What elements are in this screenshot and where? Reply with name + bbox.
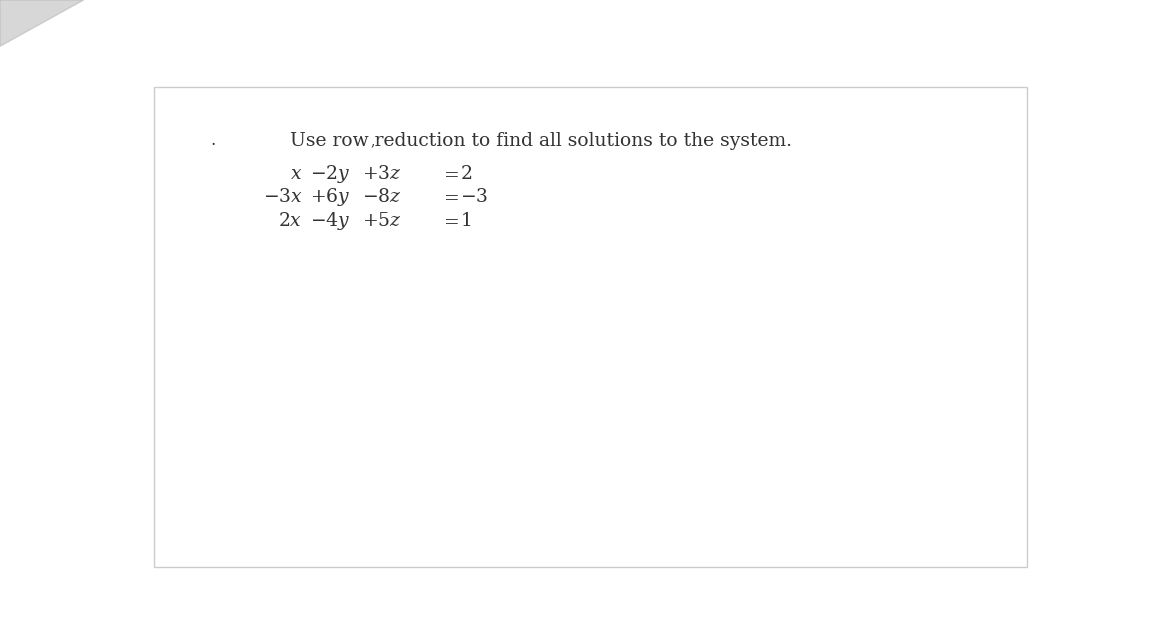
- Text: $2$: $2$: [460, 165, 473, 183]
- Text: ,: ,: [370, 134, 375, 149]
- Text: $=$: $=$: [440, 212, 460, 230]
- Text: $-2y$: $-2y$: [310, 163, 351, 185]
- Text: $=$: $=$: [440, 188, 460, 206]
- Polygon shape: [0, 0, 84, 46]
- Text: Use row reduction to find all solutions to the system.: Use row reduction to find all solutions …: [290, 132, 792, 150]
- Text: $+5z$: $+5z$: [362, 212, 402, 230]
- Text: $1$: $1$: [460, 212, 471, 230]
- Text: .: .: [210, 132, 215, 149]
- Text: $-3$: $-3$: [460, 188, 489, 206]
- Text: $2x$: $2x$: [279, 212, 303, 230]
- Text: $=$: $=$: [440, 165, 460, 183]
- Text: $x$: $x$: [290, 165, 303, 183]
- Text: $+6y$: $+6y$: [310, 186, 351, 208]
- Text: $+3z$: $+3z$: [362, 165, 402, 183]
- Text: $-4y$: $-4y$: [310, 210, 351, 232]
- Text: $-3x$: $-3x$: [262, 188, 303, 206]
- Text: $-8z$: $-8z$: [362, 188, 402, 206]
